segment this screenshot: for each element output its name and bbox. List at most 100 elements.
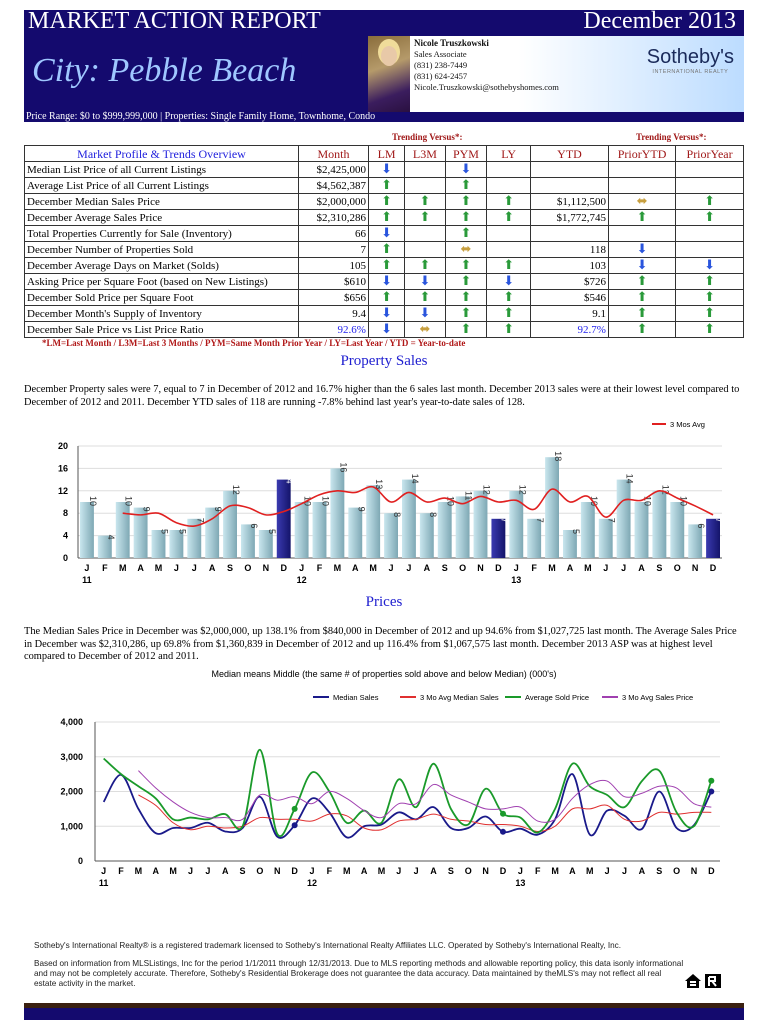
trend-up-icon: ⬆	[636, 289, 648, 304]
trend-down-icon: ⬇	[636, 257, 648, 272]
trend-up-icon: ⬆	[381, 289, 393, 304]
table-row: December Month's Supply of Inventory 9.4 ⬇…	[24, 305, 744, 322]
row-value: 66	[298, 225, 369, 242]
bar-data-label: 5	[177, 529, 187, 534]
table-row: December Median Sales Price $2,000,000 ⬆ ⬆ ⬆…	[24, 193, 744, 210]
x-tick-label: N	[263, 563, 270, 573]
agent-name: Nicole Truszkowski	[414, 38, 489, 48]
column-header: PYM	[444, 145, 488, 162]
x-tick-label: F	[118, 866, 124, 876]
x-tick-label: A	[430, 866, 437, 876]
y-tick-label: 16	[58, 463, 68, 473]
bar-data-label: 7	[535, 518, 545, 523]
x-tick-label: M	[548, 563, 556, 573]
trend-up-icon: ⬆	[460, 257, 472, 272]
x-tick-label: J	[192, 563, 197, 573]
price-series-line	[138, 794, 712, 832]
x-tick-label: J	[188, 866, 193, 876]
bar-data-label: 7	[714, 518, 724, 523]
column-header: PriorYear	[675, 145, 744, 162]
bar	[80, 502, 94, 558]
bar-data-label: 7	[195, 518, 205, 523]
trend-up-icon: ⬆	[381, 177, 393, 192]
row-value	[530, 161, 609, 178]
property-sales-chart: 0 4 8 12 16 20 10 4 10 9 5 5 7 9 12 6 5 14 10 10 16 9 13 8 14 8 10…	[58, 420, 724, 585]
bar-data-label: 13	[374, 479, 384, 489]
y-tick-label: 20	[58, 441, 68, 451]
city-title: City: Pebble Beach	[32, 52, 297, 89]
bar	[455, 496, 470, 558]
legend-label: 3 Mo Avg Median Sales	[420, 693, 499, 702]
trend-up-icon: ⬆	[704, 305, 716, 320]
bar-data-label: 10	[124, 496, 134, 506]
x-tick-label: J	[622, 866, 627, 876]
trend-up-icon: ⬆	[460, 177, 472, 192]
year-label: 13	[515, 878, 525, 888]
y-tick-label: 4,000	[60, 717, 83, 727]
trend-up-icon: ⬆	[503, 305, 515, 320]
x-tick-label: M	[369, 563, 377, 573]
trend-up-icon: ⬆	[704, 193, 716, 208]
row-label: December Number of Properties Sold	[24, 241, 299, 258]
x-tick-label: J	[299, 563, 304, 573]
trend-up-icon: ⬆	[503, 257, 515, 272]
trend-up-icon: ⬆	[704, 321, 716, 336]
bar	[312, 502, 327, 558]
column-header: L3M	[404, 145, 446, 162]
x-tick-label: J	[84, 563, 89, 573]
row-label: December Average Sales Price	[24, 209, 299, 226]
row-value: $4,562,387	[298, 177, 369, 194]
row-label: December Month's Supply of Inventory	[24, 305, 299, 322]
bar	[330, 468, 345, 558]
prices-text: The Median Sales Price in December was $…	[24, 626, 737, 662]
trend-down-icon: ⬇	[381, 321, 393, 336]
agent-email[interactable]: Nicole.Truszkowski@sothebyshomes.com	[414, 82, 559, 92]
bar	[491, 518, 506, 558]
bar	[634, 502, 649, 558]
bar	[294, 502, 309, 558]
bar	[133, 507, 148, 558]
x-tick-label: M	[343, 866, 351, 876]
row-label: December Sold Price per Square Foot	[24, 289, 299, 306]
table-row: December Average Days on Market (Solds) 1…	[24, 257, 744, 274]
trending-label-1: Trending Versus*:	[392, 132, 463, 142]
trend-up-icon: ⬆	[636, 321, 648, 336]
x-tick-label: J	[205, 866, 210, 876]
x-tick-label: D	[500, 866, 507, 876]
x-tick-label: D	[710, 563, 717, 573]
row-value: 118	[530, 241, 609, 258]
bar-data-label: 14	[410, 474, 420, 484]
trend-up-icon: ⬆	[460, 321, 472, 336]
row-value: 103	[530, 257, 609, 274]
bar	[97, 535, 112, 558]
bar	[598, 518, 613, 558]
column-header: Market Profile & Trends Overview	[24, 145, 299, 162]
footer-bar-brown	[24, 1003, 744, 1008]
bar-data-label: 7	[499, 518, 509, 523]
bar	[241, 524, 255, 558]
x-tick-label: A	[222, 866, 229, 876]
bar	[115, 502, 130, 558]
x-tick-label: A	[361, 866, 368, 876]
x-tick-label: D	[291, 866, 298, 876]
bar	[419, 513, 434, 558]
trend-flat-icon: ⬌	[460, 241, 472, 256]
bar-data-label: 10	[589, 496, 599, 506]
trend-up-icon: ⬆	[704, 273, 716, 288]
trend-up-icon: ⬆	[381, 257, 393, 272]
x-tick-label: M	[334, 563, 342, 573]
trend-up-icon: ⬆	[419, 193, 431, 208]
row-value	[530, 225, 609, 242]
bar-data-label: 5	[267, 529, 277, 534]
x-tick-label: S	[656, 866, 662, 876]
bar-data-label: 5	[571, 529, 581, 534]
bar-data-label: 6	[249, 523, 259, 528]
bar	[437, 502, 452, 558]
bar-data-label: 7	[607, 518, 617, 523]
x-tick-label: F	[531, 563, 537, 573]
x-tick-label: J	[101, 866, 106, 876]
bar	[563, 530, 577, 558]
trend-down-icon: ⬇	[503, 273, 515, 288]
trend-up-icon: ⬆	[419, 289, 431, 304]
bar	[258, 530, 273, 558]
